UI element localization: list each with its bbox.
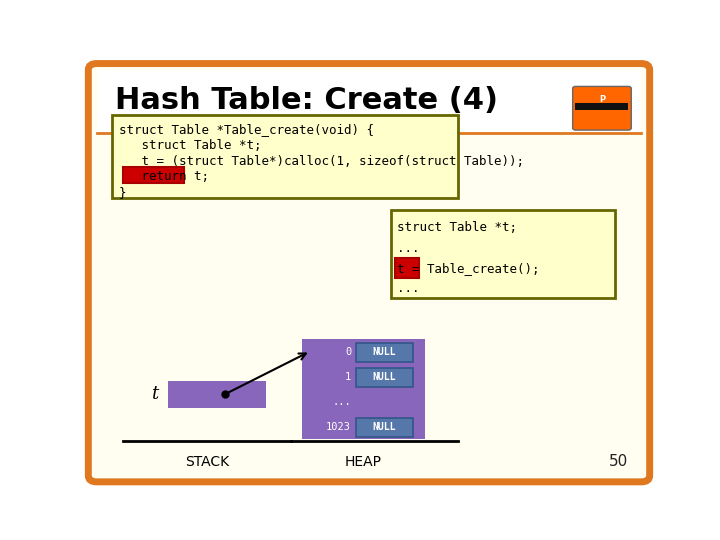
Text: ...: ... xyxy=(333,396,351,407)
FancyBboxPatch shape xyxy=(89,64,649,482)
Bar xyxy=(302,339,425,439)
Text: }: } xyxy=(119,186,127,199)
FancyBboxPatch shape xyxy=(124,167,184,183)
Text: 50: 50 xyxy=(609,454,629,469)
FancyBboxPatch shape xyxy=(356,343,413,362)
Text: HEAP: HEAP xyxy=(345,455,382,469)
Bar xyxy=(96,70,642,133)
Text: t: t xyxy=(150,385,158,403)
Text: struct Table *t;: struct Table *t; xyxy=(119,139,261,152)
Bar xyxy=(575,103,629,110)
Text: ...: ... xyxy=(397,282,419,295)
Text: Hash Table: Create (4): Hash Table: Create (4) xyxy=(115,86,498,114)
FancyBboxPatch shape xyxy=(395,258,419,278)
Text: ...: ... xyxy=(397,242,419,255)
Text: t = (struct Table*)calloc(1, sizeof(struct Table));: t = (struct Table*)calloc(1, sizeof(stru… xyxy=(119,154,524,168)
Text: STACK: STACK xyxy=(185,455,229,469)
FancyBboxPatch shape xyxy=(572,86,631,130)
Text: 1023: 1023 xyxy=(326,422,351,431)
Text: 1: 1 xyxy=(345,372,351,382)
Bar xyxy=(168,381,266,408)
Text: 0: 0 xyxy=(345,347,351,357)
Text: return t;: return t; xyxy=(119,171,209,184)
FancyBboxPatch shape xyxy=(112,114,459,198)
Text: t = Table_create();: t = Table_create(); xyxy=(397,262,539,275)
Text: struct Table *t;: struct Table *t; xyxy=(397,221,517,234)
Text: struct Table *Table_create(void) {: struct Table *Table_create(void) { xyxy=(119,123,374,136)
Text: NULL: NULL xyxy=(372,422,396,431)
FancyBboxPatch shape xyxy=(356,417,413,437)
Text: NULL: NULL xyxy=(372,372,396,382)
FancyBboxPatch shape xyxy=(356,368,413,387)
Text: P: P xyxy=(599,95,605,104)
Text: NULL: NULL xyxy=(372,347,396,357)
FancyBboxPatch shape xyxy=(392,210,615,298)
